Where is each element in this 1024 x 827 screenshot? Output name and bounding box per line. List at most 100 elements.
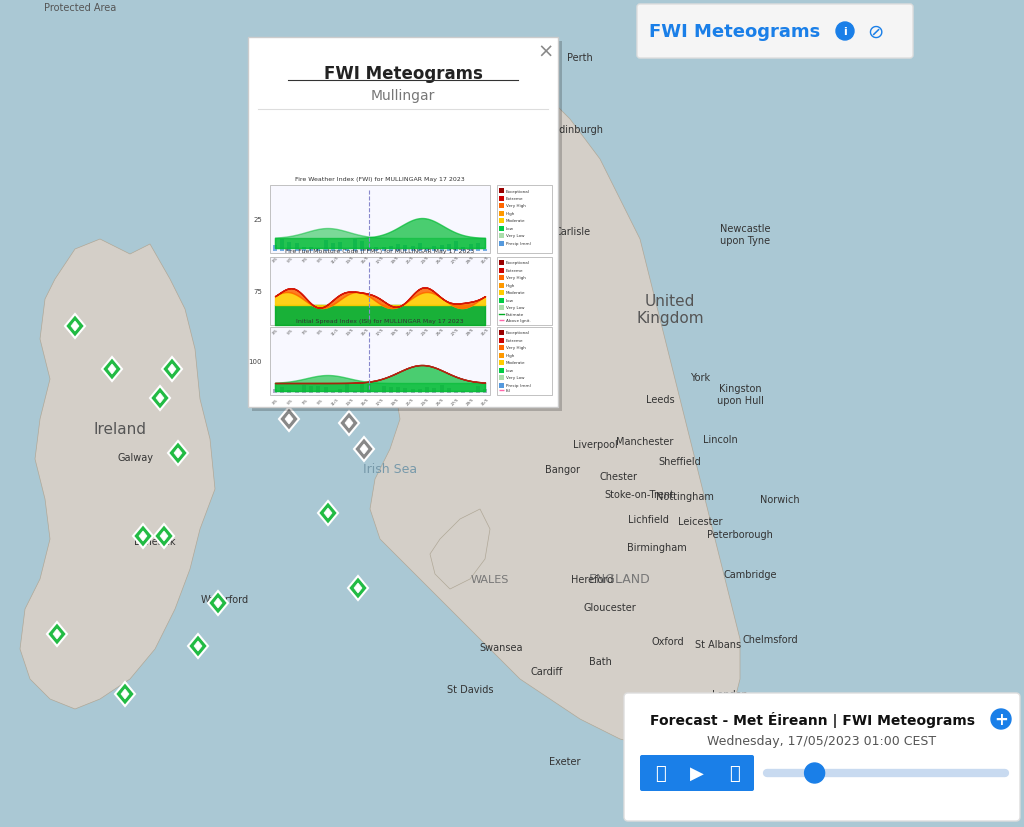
Text: Exceptional: Exceptional [506, 331, 529, 335]
Polygon shape [188, 634, 208, 658]
Text: Low: Low [506, 227, 514, 231]
Text: 15/5: 15/5 [360, 397, 370, 406]
Bar [331, 244, 335, 251]
Bar [368, 385, 371, 394]
Text: 19/5: 19/5 [390, 255, 399, 265]
Text: Lichfield: Lichfield [628, 514, 669, 524]
Polygon shape [214, 598, 222, 609]
Text: Precip (mm): Precip (mm) [506, 384, 531, 388]
Bar [316, 249, 321, 251]
Polygon shape [354, 437, 374, 461]
Bar [309, 248, 313, 251]
Bar [324, 241, 328, 251]
Bar [439, 246, 443, 251]
Text: Ireland: Ireland [93, 422, 146, 437]
Polygon shape [156, 394, 164, 404]
Bar [331, 392, 335, 394]
Bar [483, 249, 487, 251]
Text: 27/5: 27/5 [451, 327, 460, 337]
Bar [295, 244, 299, 251]
Text: Sheffield: Sheffield [658, 457, 701, 466]
Text: Mullingar: Mullingar [371, 88, 435, 103]
Text: High: High [506, 354, 515, 357]
Text: 9/5: 9/5 [316, 256, 324, 264]
Text: i: i [843, 27, 847, 37]
Text: Waterford: Waterford [201, 595, 249, 605]
Bar [446, 389, 451, 394]
Text: Newcastle
upon Tyne: Newcastle upon Tyne [720, 224, 770, 246]
Text: 21/5: 21/5 [406, 255, 415, 265]
Text: Cardiff: Cardiff [530, 667, 563, 676]
Bar [497, 327, 552, 395]
Bar [499, 306, 504, 311]
Text: Stoke-on-Trent: Stoke-on-Trent [604, 490, 674, 500]
Text: Perth: Perth [567, 53, 593, 63]
Text: Birmingham: Birmingham [627, 543, 687, 552]
Text: 3/5: 3/5 [271, 327, 279, 336]
Text: 5/5: 5/5 [287, 398, 294, 405]
Text: Low: Low [506, 369, 514, 372]
Bar [359, 385, 364, 394]
Circle shape [805, 763, 824, 783]
Bar [270, 327, 490, 395]
Text: 23/5: 23/5 [420, 255, 430, 265]
Bar [338, 242, 342, 251]
Text: St Davids: St Davids [446, 684, 494, 694]
Text: 25/5: 25/5 [435, 327, 444, 337]
Polygon shape [162, 357, 182, 381]
Text: 9/5: 9/5 [316, 327, 324, 336]
Bar [499, 261, 504, 265]
Polygon shape [20, 240, 215, 709]
Text: Manchester: Manchester [616, 437, 674, 447]
Polygon shape [430, 509, 490, 590]
Bar [295, 392, 299, 394]
Bar [338, 390, 342, 394]
Polygon shape [53, 629, 61, 639]
Text: Kingston
upon Hull: Kingston upon Hull [717, 384, 764, 405]
Text: 11/5: 11/5 [331, 397, 340, 406]
Text: 3/5: 3/5 [271, 398, 279, 405]
Text: Moderate: Moderate [506, 361, 525, 365]
Text: Exeter: Exeter [549, 756, 581, 766]
Bar [432, 389, 436, 394]
Text: Low: Low [506, 299, 514, 303]
Bar [425, 248, 429, 251]
Text: 7/5: 7/5 [301, 398, 309, 405]
Polygon shape [324, 509, 332, 519]
Bar [499, 241, 504, 246]
Polygon shape [348, 576, 368, 600]
Text: Above Ignit.: Above Ignit. [506, 318, 530, 323]
Bar [403, 246, 408, 251]
Text: ⊘: ⊘ [866, 22, 883, 41]
Polygon shape [194, 641, 202, 651]
Bar [476, 244, 480, 251]
Bar [432, 246, 436, 251]
Polygon shape [115, 682, 135, 706]
Text: 15/5: 15/5 [360, 327, 370, 337]
Text: York: York [690, 372, 710, 383]
Text: Very Low: Very Low [506, 376, 524, 380]
Text: Fire Fuel Moisture Code (FFMC) for MULLINGAR May 17 2023: Fire Fuel Moisture Code (FFMC) for MULLI… [286, 249, 475, 254]
Text: Leeds: Leeds [646, 394, 675, 404]
Text: Exceptional: Exceptional [506, 261, 529, 265]
Text: 7/5: 7/5 [301, 256, 309, 264]
Bar [382, 248, 386, 251]
Polygon shape [133, 524, 153, 548]
Text: Stirling: Stirling [524, 82, 559, 92]
Bar [454, 241, 458, 251]
Bar [499, 211, 504, 216]
Text: Bath: Bath [589, 656, 611, 667]
Text: Precip (mm): Precip (mm) [506, 241, 531, 246]
Bar [454, 391, 458, 394]
Text: Oxford: Oxford [651, 636, 684, 646]
Text: Very High: Very High [506, 204, 526, 208]
Bar [288, 242, 292, 251]
Text: ⏮: ⏮ [654, 764, 666, 782]
Bar [499, 268, 504, 273]
Bar [273, 246, 278, 251]
Bar [345, 250, 349, 251]
Bar [273, 390, 278, 394]
Text: Extreme: Extreme [506, 197, 523, 201]
Text: Moderate: Moderate [506, 291, 525, 295]
Text: 3/5: 3/5 [271, 256, 279, 264]
